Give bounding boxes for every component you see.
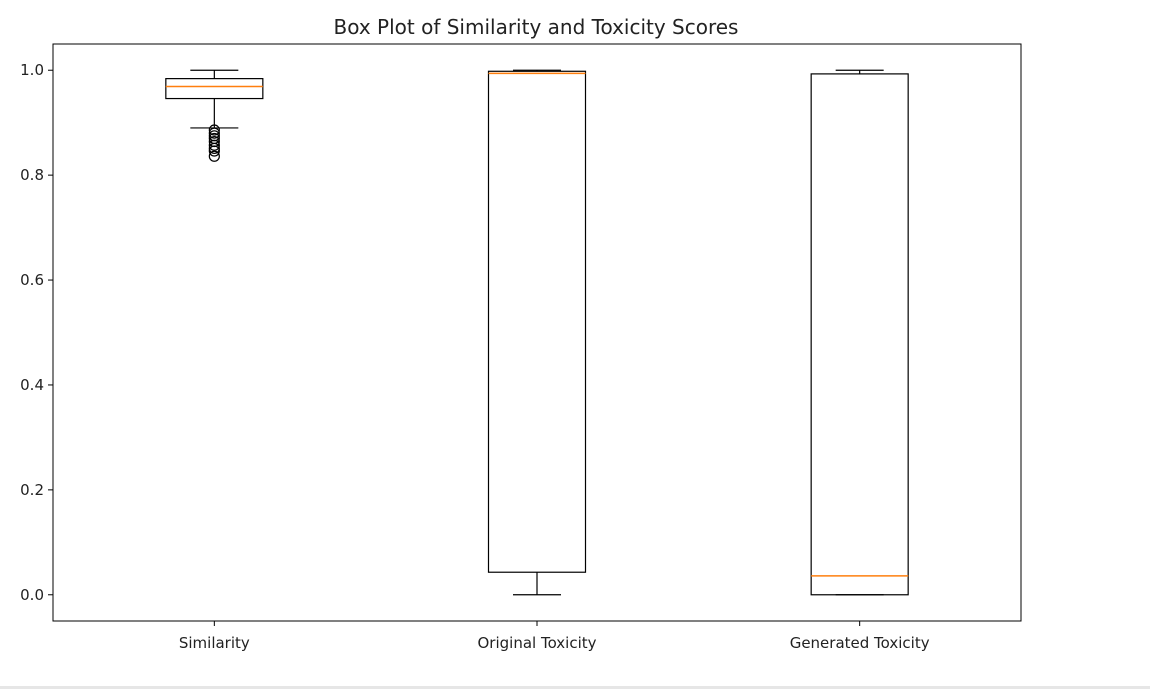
x-tick-label: Original Toxicity [477,634,596,652]
outlier-point [208,145,220,157]
y-tick-label: 0.8 [20,166,44,184]
x-tick-label: Similarity [179,634,250,652]
page-bottom-border [0,686,1150,689]
outlier-point [208,139,220,151]
outlier-point [208,142,220,154]
plot-axes: 0.0 0.2 0.4 0.6 0.8 1.0 Similarity Original Tox… [20,43,1022,652]
box-body [165,78,264,100]
y-tick-label: 0.4 [20,376,44,394]
outlier-point [208,124,220,136]
x-tick-label: Generated Toxicity [790,634,930,652]
y-tick-label: 0.0 [20,586,44,604]
y-tick-label: 0.2 [20,481,44,499]
y-tick-label: 1.0 [20,61,44,79]
box-similarity [165,69,264,162]
plot-frame [52,43,1022,622]
outlier-point [208,127,220,139]
outlier-point [208,130,220,142]
outlier-point [208,150,220,162]
box-original-toxicity [487,69,587,596]
box-body [810,73,909,596]
box-series [165,69,909,596]
y-tick-label: 0.6 [20,271,44,289]
box-body [487,70,587,573]
chart-title: Box Plot of Similarity and Toxicity Scor… [334,15,739,39]
box-generated-toxicity [810,69,909,596]
